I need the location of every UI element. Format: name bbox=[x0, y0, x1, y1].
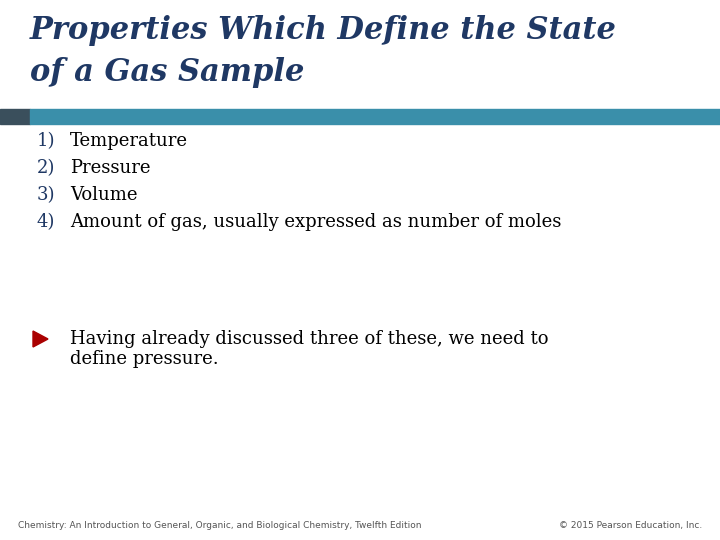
Bar bbox=[0, 109, 30, 124]
Text: Chemistry: An Introduction to General, Organic, and Biological Chemistry, Twelft: Chemistry: An Introduction to General, O… bbox=[18, 521, 421, 530]
Text: Temperature: Temperature bbox=[70, 132, 188, 150]
Text: Volume: Volume bbox=[70, 186, 138, 204]
Text: 1): 1) bbox=[37, 132, 55, 150]
Text: © 2015 Pearson Education, Inc.: © 2015 Pearson Education, Inc. bbox=[559, 521, 702, 530]
Text: 2): 2) bbox=[37, 159, 55, 177]
Text: 4): 4) bbox=[37, 213, 55, 231]
Text: Amount of gas, usually expressed as number of moles: Amount of gas, usually expressed as numb… bbox=[70, 213, 562, 231]
Bar bbox=[30, 109, 720, 124]
Text: Properties Which Define the State: Properties Which Define the State bbox=[30, 15, 617, 46]
Text: 3): 3) bbox=[37, 186, 55, 204]
Text: Having already discussed three of these, we need to: Having already discussed three of these,… bbox=[70, 330, 549, 348]
Polygon shape bbox=[33, 331, 48, 347]
Text: of a Gas Sample: of a Gas Sample bbox=[30, 57, 305, 88]
Text: define pressure.: define pressure. bbox=[70, 350, 219, 368]
Text: Pressure: Pressure bbox=[70, 159, 150, 177]
